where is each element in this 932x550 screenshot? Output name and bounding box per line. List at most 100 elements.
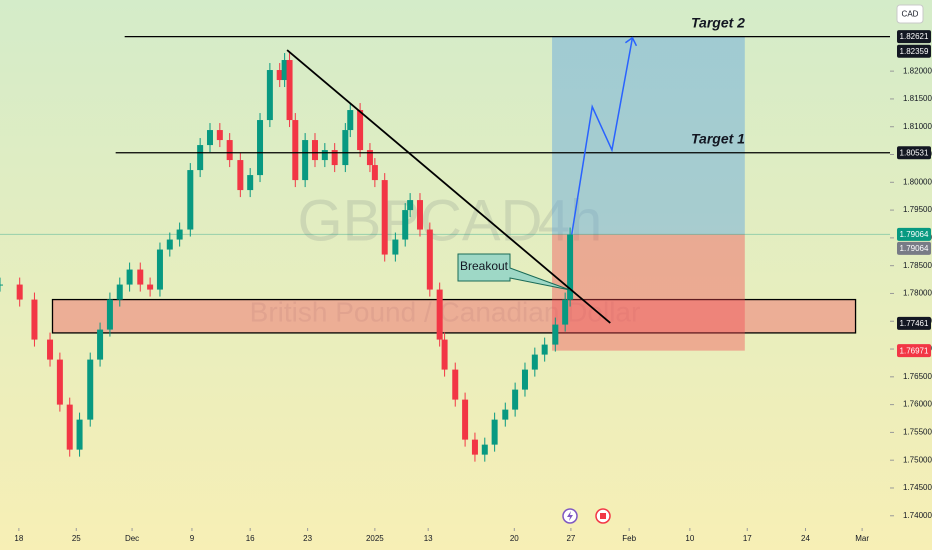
candle	[541, 344, 548, 355]
candle	[562, 299, 569, 325]
candle	[56, 359, 63, 405]
x-tick-label: 27	[566, 534, 575, 543]
candle	[166, 239, 173, 250]
candle	[66, 404, 73, 450]
price-tag	[897, 241, 931, 255]
candle	[331, 150, 338, 166]
y-tick-label: 1.81000	[903, 122, 932, 131]
y-tick-label: 1.75500	[903, 428, 932, 437]
profit-area	[552, 36, 745, 235]
x-tick-label: 10	[685, 534, 694, 543]
candle	[521, 369, 528, 390]
candle	[342, 130, 349, 166]
candle	[407, 200, 414, 211]
price-tag	[897, 227, 931, 241]
candle	[491, 419, 498, 445]
y-tick-label: 1.78000	[903, 289, 932, 298]
candle	[247, 175, 254, 191]
candle	[462, 399, 469, 440]
candle	[531, 354, 538, 370]
candle	[237, 160, 244, 191]
candle	[197, 145, 204, 171]
candle	[366, 150, 373, 166]
price-tag	[897, 30, 931, 44]
x-tick-label: 16	[246, 534, 255, 543]
y-tick-label: 1.76000	[903, 400, 932, 409]
candle	[426, 229, 433, 290]
candle	[276, 70, 283, 81]
candle	[47, 339, 54, 360]
trendline	[286, 49, 611, 324]
price-tag-label: 1.77461	[900, 319, 929, 328]
candle	[176, 229, 183, 240]
x-tick-label: 23	[303, 534, 312, 543]
callout	[457, 253, 571, 291]
candle	[357, 110, 364, 151]
x-tick-label: Dec	[125, 534, 139, 543]
y-tick-label: 1.81500	[903, 94, 932, 103]
level-label: Target 2	[691, 14, 745, 30]
candle	[106, 299, 113, 330]
x-tick-label: 18	[14, 534, 23, 543]
candle	[392, 239, 399, 255]
candle	[31, 299, 38, 340]
y-tick-label: 1.82000	[903, 66, 932, 75]
level-label: Target 1	[691, 130, 745, 146]
x-tick-label: 9	[190, 534, 195, 543]
candle	[452, 369, 459, 400]
candle	[257, 120, 264, 176]
currency-box[interactable]	[896, 4, 924, 24]
price-tag-label: 1.79064	[900, 244, 929, 253]
candle	[441, 339, 448, 370]
x-tick-label: Feb	[622, 534, 636, 543]
candle	[76, 419, 83, 450]
flag-icon-glyph	[600, 513, 606, 519]
arrow-head	[624, 36, 638, 47]
candle	[502, 409, 509, 420]
candle	[226, 140, 233, 161]
price-tag	[897, 146, 931, 160]
candle	[116, 284, 123, 300]
candle	[187, 170, 194, 230]
candle	[436, 289, 443, 340]
candle	[137, 269, 144, 285]
x-tick-label: 2025	[366, 534, 384, 543]
y-tick-label: 1.75000	[903, 455, 932, 464]
plot: GBPCAD4hBritish Pound / Canadian Dollar1…	[0, 14, 932, 543]
candle	[402, 210, 409, 240]
candle	[147, 284, 154, 290]
support-zone	[51, 298, 857, 334]
price-tag-label: 1.82621	[900, 32, 929, 41]
y-tick-label: 1.78500	[903, 261, 932, 270]
event-icon-glyph	[567, 511, 573, 521]
candle	[216, 130, 223, 141]
candle	[311, 140, 318, 161]
candle	[156, 249, 163, 290]
y-tick-label: 1.74000	[903, 511, 932, 520]
projection-arrow	[570, 37, 634, 235]
price-tag-label: 1.79064	[900, 230, 929, 239]
candle	[292, 120, 299, 181]
candle	[286, 60, 293, 121]
price-tag	[897, 344, 931, 358]
y-tick-label: 1.74500	[903, 483, 932, 492]
loss-area	[552, 234, 745, 351]
price-tag	[897, 44, 931, 58]
candle	[567, 234, 574, 300]
price-tag-label: 1.82359	[900, 47, 929, 56]
currency: CAD	[902, 10, 919, 19]
candle	[206, 130, 213, 146]
candle	[281, 60, 288, 81]
x-tick-label: 20	[510, 534, 519, 543]
candle	[126, 269, 133, 285]
candle	[321, 150, 328, 161]
price-tag-label: 1.80531	[900, 148, 929, 157]
candle	[512, 389, 519, 410]
y-tick-label: 1.79500	[903, 205, 932, 214]
price-tag-label: 1.76971	[900, 346, 929, 355]
x-tick-label: 17	[743, 534, 752, 543]
x-tick-label: Mar	[855, 534, 869, 543]
candle	[302, 140, 309, 181]
